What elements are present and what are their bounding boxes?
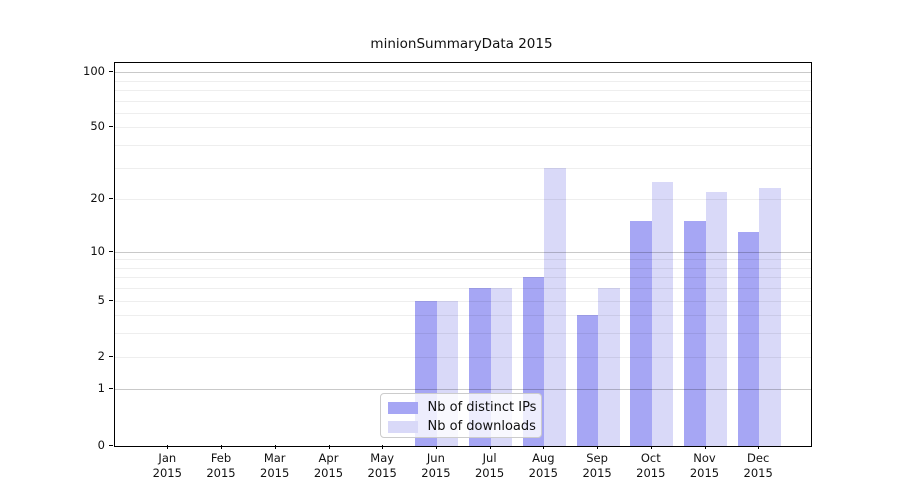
x-tick-mark <box>758 445 760 449</box>
x-tick-mark <box>328 445 330 449</box>
bar-sep-s1 <box>598 288 620 446</box>
bars-layer <box>115 63 812 446</box>
y-tick-mark <box>109 444 113 446</box>
y-tick-mark <box>109 71 113 73</box>
bar-dec-s0 <box>737 232 760 446</box>
y-tick-label-20: 20 <box>90 191 105 206</box>
x-tick-label-mar: Mar 2015 <box>260 451 290 480</box>
x-tick-mark <box>274 445 276 449</box>
y-tick-label-100: 100 <box>83 64 105 79</box>
x-tick-mark <box>221 445 222 449</box>
bar-oct-s1 <box>651 181 674 446</box>
bar-sep-s0 <box>576 315 599 446</box>
x-tick-mark <box>435 445 437 449</box>
x-tick-label-aug: Aug 2015 <box>528 451 558 480</box>
y-tick-mark <box>109 126 113 128</box>
bar-oct-s0 <box>630 221 652 446</box>
x-tick-mark <box>489 445 491 449</box>
bar-dec-s1 <box>759 188 781 446</box>
y-tick-mark <box>109 355 113 357</box>
y-tick-label-50: 50 <box>90 119 105 134</box>
x-tick-mark <box>543 445 545 449</box>
x-tick-label-jul: Jul 2015 <box>474 451 505 480</box>
x-tick-label-dec: Dec 2015 <box>743 451 773 480</box>
legend-swatch-distinct-ips-icon <box>387 401 418 414</box>
x-tick-mark <box>167 445 169 449</box>
y-tick-label-5: 5 <box>97 292 105 307</box>
bar-aug-s1 <box>544 167 566 446</box>
y-tick-mark <box>109 299 113 301</box>
bar-nov-s0 <box>684 221 706 446</box>
y-tick-label-1: 1 <box>97 381 105 396</box>
x-tick-mark <box>382 445 384 449</box>
y-tick-mark <box>109 388 113 390</box>
y-tick-label-2: 2 <box>97 348 105 363</box>
x-tick-label-oct: Oct 2015 <box>636 451 666 480</box>
plot-area: Nb of distinct IPs Nb of downloads <box>113 62 812 447</box>
x-tick-mark <box>597 445 599 449</box>
x-tick-mark <box>704 445 706 449</box>
y-tick-mark <box>109 250 113 252</box>
y-tick-label-10: 10 <box>90 243 105 258</box>
x-tick-label-jan: Jan 2015 <box>152 451 182 480</box>
legend-swatch-downloads-icon <box>387 420 418 433</box>
x-tick-label-feb: Feb 2015 <box>206 451 236 480</box>
x-tick-label-apr: Apr 2015 <box>313 451 344 480</box>
legend-label-downloads: Nb of downloads <box>427 419 536 434</box>
x-tick-label-jun: Jun 2015 <box>421 451 451 480</box>
legend-label-distinct-ips: Nb of distinct IPs <box>427 400 537 415</box>
legend-item-distinct-ips: Nb of distinct IPs <box>387 399 541 416</box>
legend-item-downloads: Nb of downloads <box>387 418 541 435</box>
y-tick-label-0: 0 <box>97 437 105 452</box>
x-tick-mark <box>650 445 652 449</box>
bar-nov-s1 <box>705 191 727 446</box>
y-tick-mark <box>109 198 113 200</box>
x-tick-label-sep: Sep 2015 <box>582 451 612 480</box>
x-tick-label-may: May 2015 <box>367 451 397 480</box>
x-tick-label-nov: Nov 2015 <box>689 451 720 480</box>
legend: Nb of distinct IPs Nb of downloads <box>379 393 542 438</box>
chart-title: minionSummaryData 2015 <box>370 36 553 52</box>
